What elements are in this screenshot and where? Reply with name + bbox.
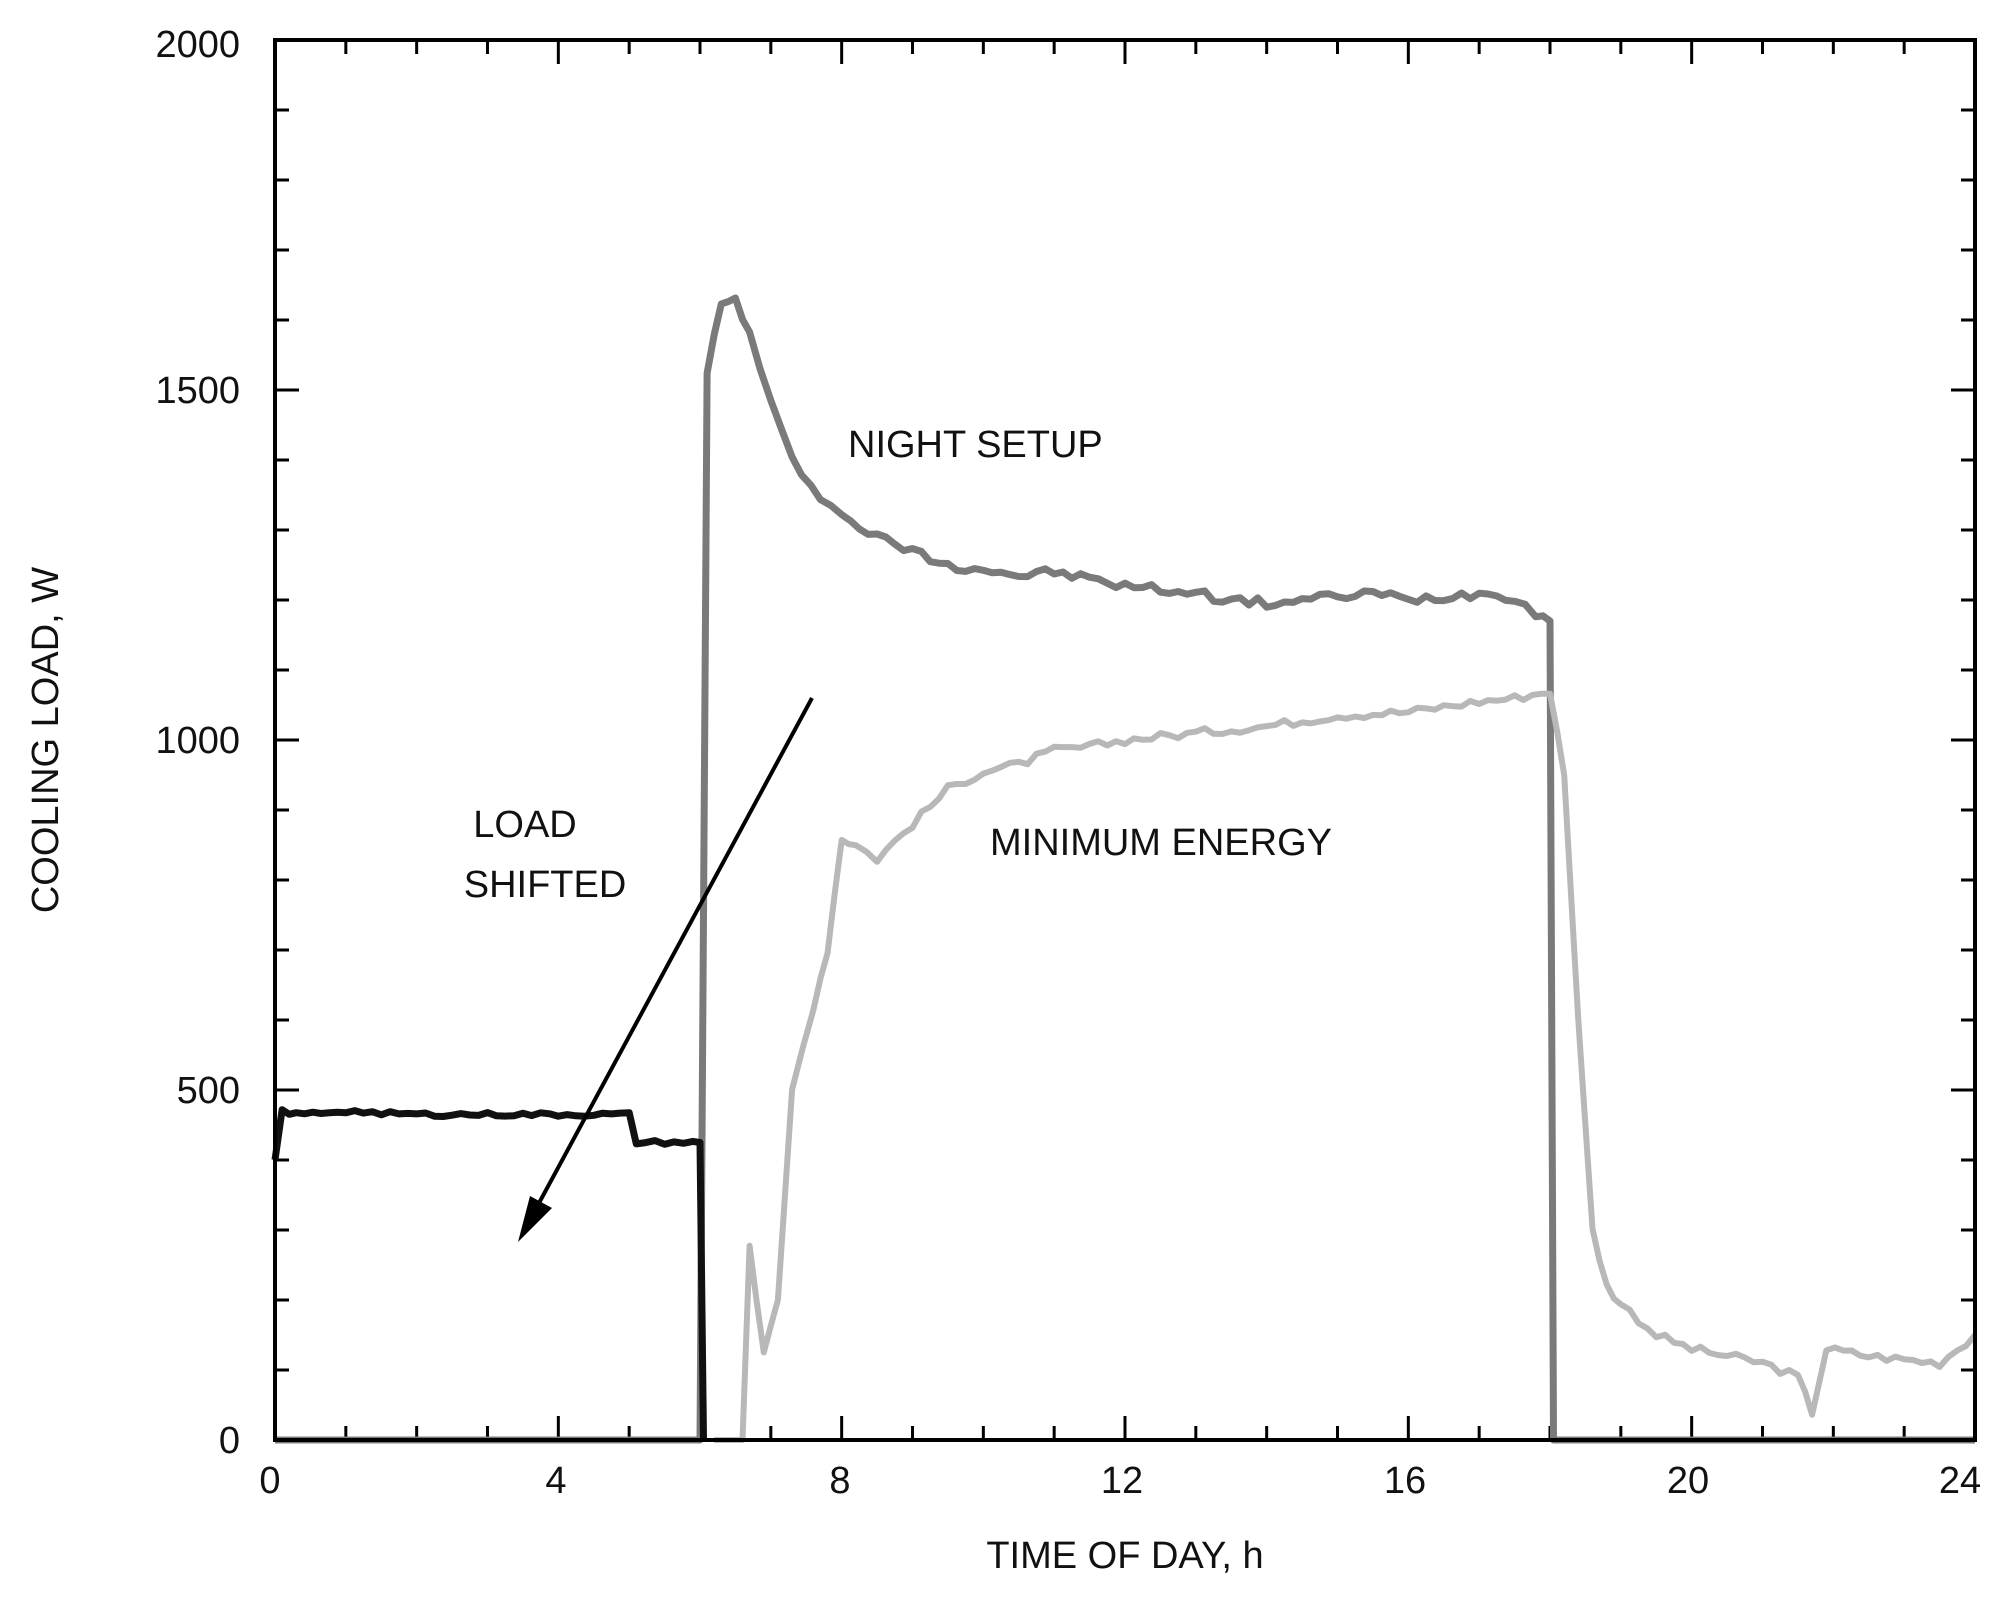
axis-ticks [275, 40, 1975, 1440]
y-axis-label: COOLING LOAD, W [25, 567, 67, 913]
minimum-energy-label: MINIMUM ENERGY [990, 822, 1332, 864]
y-tick-label: 2000 [155, 24, 240, 66]
plot-frame [273, 38, 1977, 1442]
load-shifted-label-line1: LOAD [473, 804, 576, 846]
x-tick-label: 0 [259, 1460, 280, 1502]
load-shift-arrowhead [518, 1196, 552, 1242]
x-axis-label: TIME OF DAY, h [986, 1535, 1263, 1577]
x-tick-label: 4 [545, 1460, 566, 1502]
x-tick-labels: 0 4 8 12 16 20 24 [259, 1460, 1981, 1502]
load-shift-arrow [530, 697, 814, 1217]
x-tick-label: 20 [1667, 1460, 1709, 1502]
y-tick-label: 500 [177, 1070, 240, 1112]
series-minimum-energy-line [714, 690, 1978, 1443]
y-tick-label: 0 [219, 1420, 240, 1462]
x-tick-label: 24 [1939, 1460, 1981, 1502]
series-load-shifted-line [271, 1106, 707, 1441]
y-tick-labels: 0 500 1000 1500 2000 [155, 24, 240, 1462]
y-tick-label: 1000 [155, 720, 240, 762]
x-tick-label: 8 [829, 1460, 850, 1502]
x-tick-label: 16 [1384, 1460, 1426, 1502]
night-setup-label: NIGHT SETUP [848, 424, 1103, 466]
load-shifted-label-line2: SHIFTED [464, 864, 627, 906]
y-tick-label: 1500 [155, 370, 240, 412]
x-tick-label: 12 [1101, 1460, 1143, 1502]
